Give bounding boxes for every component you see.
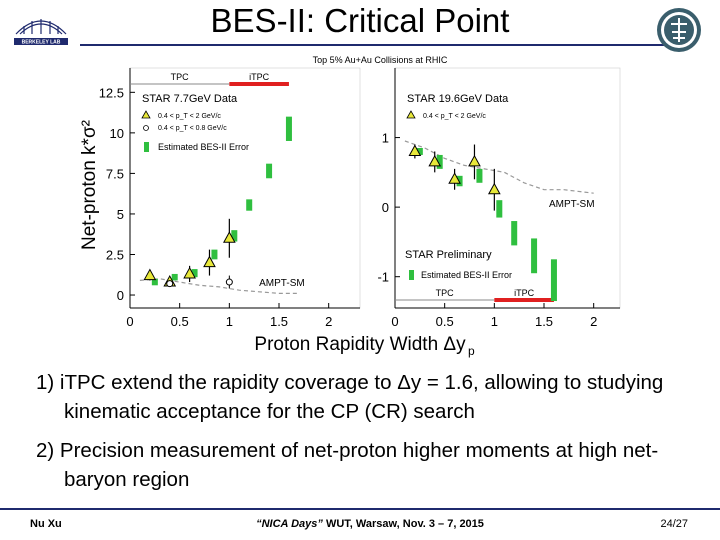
bes-ii-error-bar: [511, 221, 518, 246]
legend-bes-label: Estimated BES-II Error: [158, 142, 249, 152]
triangle-point: [203, 255, 216, 268]
y-tick-label: 12.5: [99, 85, 124, 100]
university-seal-logo: [657, 8, 701, 52]
note-2: 2) Precision measurement of net-proton h…: [36, 439, 659, 491]
bes-ii-error-bar: [531, 238, 538, 274]
footer-event-rest: WUT, Warsaw, Nov. 3 – 7, 2015: [322, 518, 484, 530]
legend-series2-label: 0.4 < p_T < 0.8 GeV/c: [158, 125, 227, 132]
bes-ii-error-bar: [231, 230, 238, 242]
bes-ii-error-bar: [171, 273, 178, 281]
legend-series1-label: 0.4 < p_T < 2 GeV/c: [423, 113, 486, 120]
circle-point: [166, 280, 174, 288]
bes-ii-error-bar: [496, 200, 503, 218]
x-tick-label: 0: [391, 314, 398, 329]
logo-left-text: BERKELEY LAB: [22, 40, 61, 46]
panel-title: STAR 7.7GeV Data: [142, 93, 238, 105]
bes-ii-error-bar: [456, 175, 463, 187]
x-tick-label: 2: [590, 314, 597, 329]
triangle-point: [448, 172, 461, 184]
chart-banner: Top 5% Au+Au Collisions at RHIC: [313, 55, 448, 65]
footer-page-number: 24/27: [660, 518, 688, 530]
legend-circle: [143, 125, 149, 131]
y-tick-label: 0: [382, 200, 389, 215]
panel-2: -1 0 1 0 0.5 1 1.5 2 TPC iTPC AMPT-SM STAR 19.6GeV …: [377, 67, 621, 329]
bes-ii-error-bar: [191, 269, 198, 278]
bes-ii-error-bar: [285, 116, 292, 141]
ampt-curve: [139, 278, 299, 294]
legend-series1-label: 0.4 < p_T < 2 GeV/c: [158, 113, 221, 120]
y-axis-label: Net-proton k*σ²: [79, 120, 100, 250]
rapidity-width-chart: Top 5% Au+Au Collisions at RHIC 0 2.5 5 7.5 1…: [79, 55, 621, 358]
footer-divider: [0, 508, 720, 510]
bes-ii-error-bar: [416, 148, 423, 155]
note-1: 1) iTPC extend the rapidity coverage to …: [36, 371, 664, 423]
legend-bes-label: Estimated BES-II Error: [421, 270, 512, 280]
tpc-label: TPC: [171, 72, 190, 82]
circle-point: [225, 278, 233, 286]
ampt-label: AMPT-SM: [259, 278, 305, 289]
slide-title: BES-II: Critical Point: [210, 2, 510, 39]
bes-ii-error-bar: [266, 163, 273, 179]
y-tick-label: 2.5: [106, 247, 124, 262]
ampt-label: AMPT-SM: [549, 199, 595, 210]
x-tick-label: 0.5: [436, 314, 454, 329]
panel-frame: [129, 67, 361, 309]
footer-author: Nu Xu: [30, 518, 62, 530]
preliminary-label: STAR Preliminary: [405, 249, 492, 261]
x-tick-label: 1: [491, 314, 498, 329]
bes-ii-error-bar: [550, 259, 557, 302]
x-tick-label: 2: [325, 314, 332, 329]
bes-ii-error-bar: [476, 168, 483, 183]
berkeley-lab-logo: BERKELEY LAB: [14, 19, 68, 46]
y-tick-label: 7.5: [106, 166, 124, 181]
bes-ii-error-bar: [211, 249, 218, 260]
panel-frame: [394, 67, 621, 309]
bes-ii-error-bar: [151, 278, 158, 286]
triangle-point: [408, 144, 422, 156]
tpc-label: TPC: [436, 288, 455, 298]
x-axis-label-subscript: p: [468, 344, 475, 358]
x-axis-label: Proton Rapidity Width Δy: [254, 334, 466, 355]
y-tick-label: 0: [117, 288, 124, 303]
panel-title: STAR 19.6GeV Data: [407, 93, 509, 105]
notes-list: 1) iTPC extend the rapidity coverage to …: [36, 368, 696, 504]
x-tick-label: 1.5: [535, 314, 553, 329]
y-tick-label: -1: [377, 270, 389, 285]
legend-triangle: [141, 110, 151, 119]
bes-ii-error-bar: [436, 154, 443, 169]
y-tick-label: 5: [117, 207, 124, 222]
bes-ii-error-bar: [246, 199, 253, 211]
title-divider: [80, 44, 672, 46]
x-tick-label: 0: [126, 314, 133, 329]
legend-triangle: [406, 110, 416, 119]
triangle-point: [487, 182, 501, 195]
triangle-point: [183, 266, 196, 279]
panel-1: 0 2.5 5 7.5 10 12.5 0 0.5 1 1.5 2 TPC iTPC AMPT-SM STA…: [99, 67, 361, 329]
x-tick-label: 1.5: [270, 314, 288, 329]
legend-bes-swatch: [409, 270, 414, 280]
footer-event-quote: “NICA Days”: [256, 518, 323, 530]
x-tick-label: 0.5: [171, 314, 189, 329]
y-tick-label: 10: [110, 126, 124, 141]
triangle-point: [143, 268, 157, 281]
footer-event: “NICA Days” WUT, Warsaw, Nov. 3 – 7, 201…: [230, 518, 510, 530]
legend-bes-swatch: [144, 142, 149, 152]
x-tick-label: 1: [226, 314, 233, 329]
itpc-label: iTPC: [514, 288, 535, 298]
y-tick-label: 1: [382, 131, 389, 146]
triangle-point: [428, 154, 442, 167]
itpc-label: iTPC: [249, 72, 270, 82]
triangle-point: [222, 231, 236, 243]
triangle-point: [468, 154, 481, 167]
